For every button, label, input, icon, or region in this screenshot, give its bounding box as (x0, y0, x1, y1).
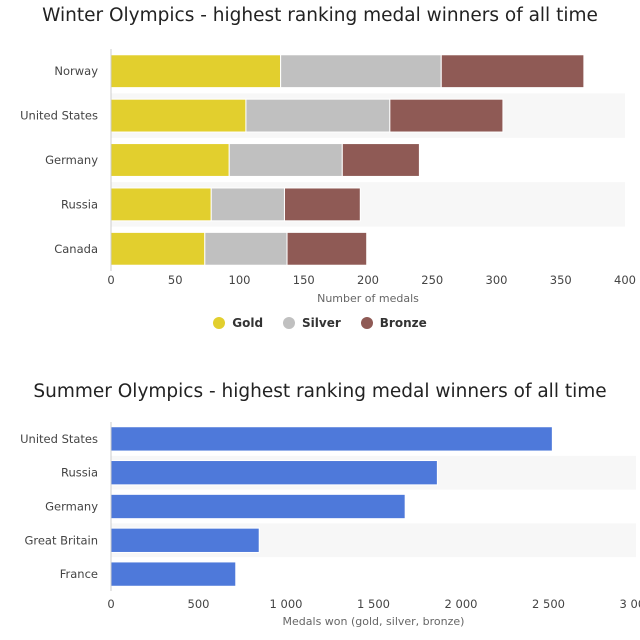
legend-item-gold[interactable]: Gold (213, 316, 263, 330)
legend-item-bronze[interactable]: Bronze (360, 316, 427, 330)
summer-bar-medals (110, 527, 260, 553)
summer-x-tick-label: 0 (107, 597, 114, 611)
winter-medals-chart: Norway United States Germany Russia Canada 0 5… (20, 49, 636, 305)
legend-gold-label: Gold (232, 316, 264, 330)
summer-bar-medals (110, 493, 406, 520)
legend-item-silver[interactable]: Silver (283, 316, 341, 330)
winter-bar-bronze (283, 187, 361, 222)
summer-x-tick-label: 500 (188, 597, 210, 611)
winter-x-tick-label: 250 (421, 273, 443, 287)
winter-x-tick-label: 200 (357, 273, 379, 287)
winter-x-axis-title: Number of medals (317, 292, 419, 305)
legend-silver-label: Silver (302, 316, 341, 330)
summer-chart-title: Summer Olympics - highest ranking medal … (33, 381, 607, 402)
summer-category-label: France (60, 567, 98, 581)
winter-x-tick-label: 350 (550, 273, 572, 287)
winter-category-label: Russia (61, 197, 98, 211)
summer-bar-medals (110, 426, 553, 452)
summer-category-label: Great Britain (24, 533, 98, 547)
summer-bar-medals (110, 561, 237, 587)
winter-x-tick-label: 50 (168, 273, 183, 287)
winter-bar-silver (280, 54, 442, 89)
winter-bar-bronze (389, 98, 504, 133)
legend-bronze-label: Bronze (379, 316, 427, 330)
winter-x-tick-label: 100 (229, 273, 251, 287)
legend-bronze-marker-icon (360, 317, 373, 329)
winter-bar-bronze (440, 54, 585, 89)
winter-x-tick-label: 150 (293, 273, 315, 287)
summer-x-axis-title: Medals won (gold, silver, bronze) (283, 615, 465, 628)
summer-category-label: Germany (45, 500, 98, 514)
winter-bar-gold (110, 187, 212, 222)
winter-bar-gold (110, 231, 206, 266)
legend-silver-marker-icon (283, 317, 296, 329)
winter-x-tick-label: 400 (614, 273, 636, 287)
summer-category-label: Russia (61, 466, 98, 480)
winter-bar-silver (210, 187, 285, 222)
winter-bar-gold (110, 98, 247, 133)
winter-bar-gold (110, 143, 230, 177)
winter-category-label: Germany (45, 153, 98, 167)
summer-x-tick-label: 2 500 (532, 597, 565, 611)
winter-bar-bronze (341, 143, 420, 177)
summer-category-label: United States (20, 432, 98, 446)
summer-x-tick-label: 3 000 (620, 597, 640, 611)
winter-chart-legend: Gold Silver Bronze (0, 316, 640, 330)
summer-x-tick-label: 2 000 (445, 597, 478, 611)
summer-x-tick-label: 1 500 (357, 597, 390, 611)
winter-chart-title: Winter Olympics - highest ranking medal … (42, 5, 598, 26)
winter-category-label: Norway (54, 64, 98, 78)
summer-x-tick-label: 1 000 (270, 597, 303, 611)
winter-bar-silver (204, 231, 288, 266)
winter-x-tick-label: 0 (107, 273, 114, 287)
winter-category-label: Canada (54, 242, 98, 256)
winter-bar-silver (245, 98, 391, 133)
winter-x-tick-label: 300 (486, 273, 508, 287)
summer-bar-medals (110, 460, 438, 486)
winter-category-label: United States (20, 109, 98, 123)
winter-bar-bronze (286, 231, 368, 266)
legend-gold-marker-icon (213, 317, 226, 329)
